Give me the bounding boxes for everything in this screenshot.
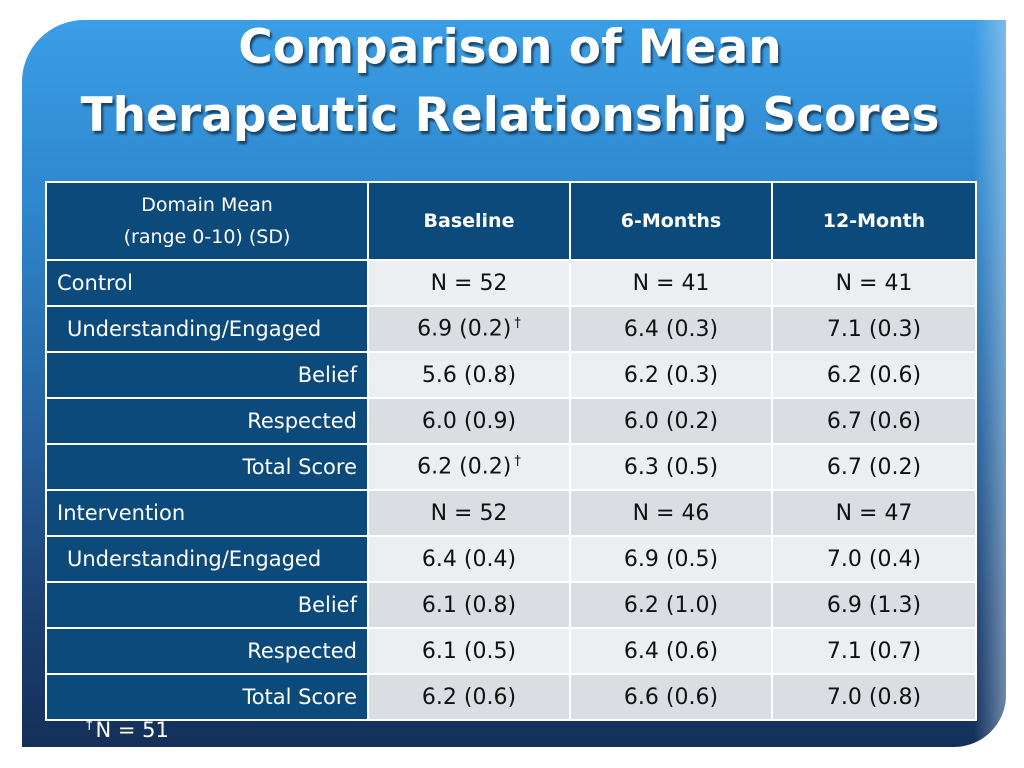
header-baseline: Baseline [367, 181, 571, 261]
table-row: Respected 6.1 (0.5) 6.4 (0.6) 7.1 (0.7) [45, 627, 977, 675]
slide-title: Comparison of Mean Therapeutic Relations… [40, 14, 980, 150]
table-cell: N = 41 [771, 259, 977, 307]
table-cell: 5.6 (0.8) [367, 351, 571, 399]
scores-table: Domain Mean (range 0-10) (SD) Baseline 6… [45, 181, 977, 721]
header-domain-line-2: (range 0-10) (SD) [123, 226, 291, 248]
row-label: Total Score [45, 443, 369, 491]
dagger-mark: † [514, 316, 521, 332]
table-cell: 6.2 (1.0) [569, 581, 773, 629]
table-row: Total Score 6.2 (0.6) 6.6 (0.6) 7.0 (0.8… [45, 673, 977, 721]
row-label: Respected [45, 397, 369, 445]
footnote-dagger: † [86, 718, 93, 733]
footnote-text: N = 51 [95, 718, 169, 742]
table-cell: 6.2 (0.2) † [367, 443, 571, 491]
row-label: Respected [45, 627, 369, 675]
table-cell: N = 46 [569, 489, 773, 537]
row-label: Total Score [45, 673, 369, 721]
table-cell: 6.2 (0.3) [569, 351, 773, 399]
table-cell: 6.1 (0.5) [367, 627, 571, 675]
table-row: Control N = 52 N = 41 N = 41 [45, 259, 977, 307]
table-cell: N = 41 [569, 259, 773, 307]
footnote: † N = 51 [86, 718, 169, 742]
table-cell: 6.2 (0.6) [367, 673, 571, 721]
table-cell: 6.1 (0.8) [367, 581, 571, 629]
table-row: Understanding/Engaged 6.4 (0.4) 6.9 (0.5… [45, 535, 977, 583]
table-cell: 6.6 (0.6) [569, 673, 773, 721]
table-cell: 6.7 (0.2) [771, 443, 977, 491]
table-cell: 6.4 (0.3) [569, 305, 773, 353]
table-cell: 6.0 (0.2) [569, 397, 773, 445]
table-cell: 6.4 (0.6) [569, 627, 773, 675]
table-row: Belief 5.6 (0.8) 6.2 (0.3) 6.2 (0.6) [45, 351, 977, 399]
dagger-mark: † [514, 454, 521, 470]
row-label: Understanding/Engaged [45, 305, 369, 353]
table-row: Belief 6.1 (0.8) 6.2 (1.0) 6.9 (1.3) [45, 581, 977, 629]
table-row: Intervention N = 52 N = 46 N = 47 [45, 489, 977, 537]
table-cell: N = 52 [367, 489, 571, 537]
table-row: Total Score 6.2 (0.2) † 6.3 (0.5) 6.7 (0.… [45, 443, 977, 491]
cell-value: 6.9 (0.2) [417, 316, 512, 342]
header-domain-line-1: Domain Mean [141, 194, 273, 216]
table-cell: 6.3 (0.5) [569, 443, 773, 491]
row-label: Belief [45, 581, 369, 629]
table-cell: 7.1 (0.7) [771, 627, 977, 675]
row-label: Understanding/Engaged [45, 535, 369, 583]
header-domain: Domain Mean (range 0-10) (SD) [45, 181, 369, 261]
table-row: Understanding/Engaged 6.9 (0.2) † 6.4 (0.… [45, 305, 977, 353]
cell-value: 6.2 (0.2) [417, 454, 512, 480]
header-6-months: 6-Months [569, 181, 773, 261]
table-cell: 6.7 (0.6) [771, 397, 977, 445]
table-cell: N = 47 [771, 489, 977, 537]
table-cell: 6.2 (0.6) [771, 351, 977, 399]
table-cell: 6.9 (0.5) [569, 535, 773, 583]
title-line-1: Comparison of Mean [238, 20, 782, 75]
table-cell: 7.0 (0.8) [771, 673, 977, 721]
row-label: Intervention [45, 489, 369, 537]
table-cell: 6.4 (0.4) [367, 535, 571, 583]
table-cell: 6.9 (1.3) [771, 581, 977, 629]
table-cell: 7.1 (0.3) [771, 305, 977, 353]
table-cell: 7.0 (0.4) [771, 535, 977, 583]
table-cell: 6.9 (0.2) † [367, 305, 571, 353]
header-12-month: 12-Month [771, 181, 977, 261]
title-line-2: Therapeutic Relationship Scores [80, 88, 940, 143]
table-row: Respected 6.0 (0.9) 6.0 (0.2) 6.7 (0.6) [45, 397, 977, 445]
row-label: Belief [45, 351, 369, 399]
table-cell: 6.0 (0.9) [367, 397, 571, 445]
row-label: Control [45, 259, 369, 307]
table-cell: N = 52 [367, 259, 571, 307]
header-row: Domain Mean (range 0-10) (SD) Baseline 6… [45, 181, 977, 261]
